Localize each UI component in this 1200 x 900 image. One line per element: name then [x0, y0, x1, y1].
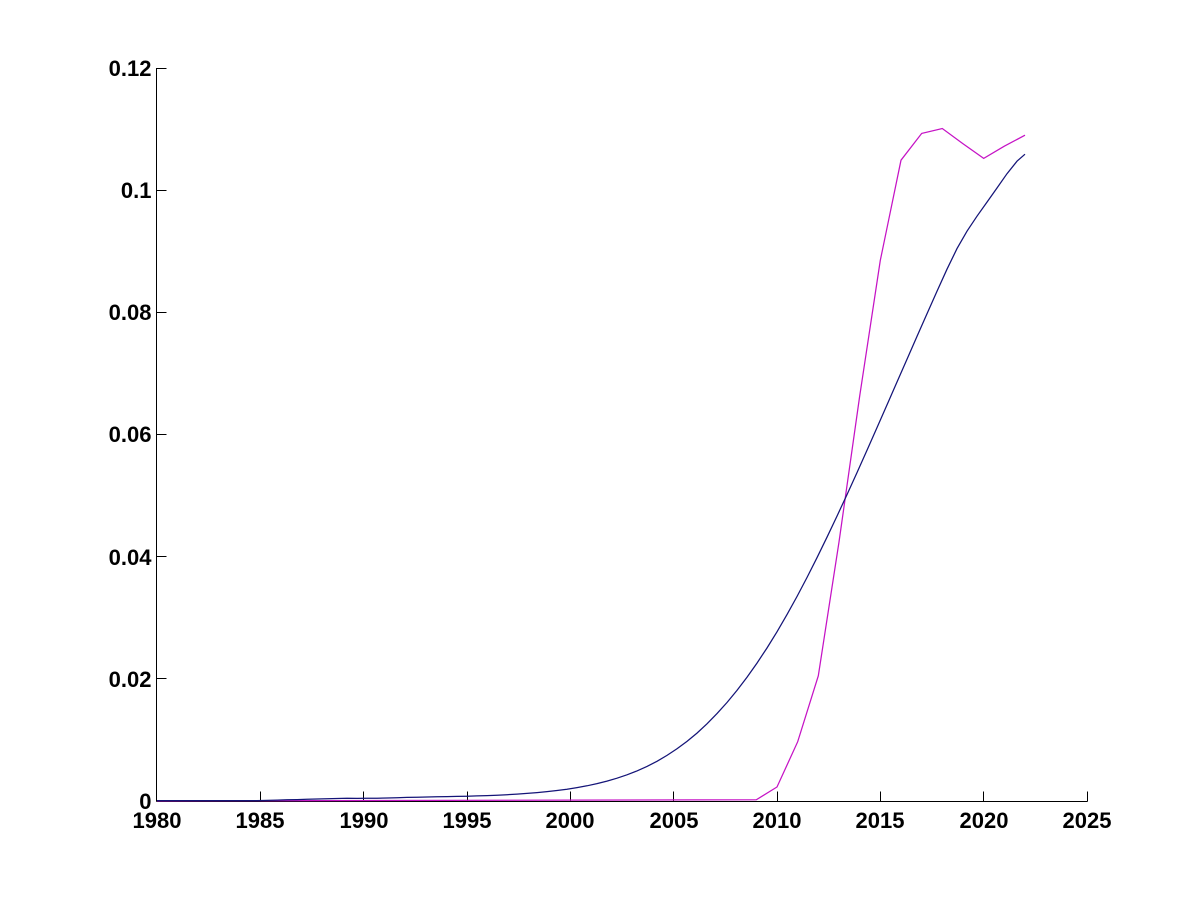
svg-text:1995: 1995 — [443, 808, 492, 833]
svg-text:1985: 1985 — [236, 808, 285, 833]
svg-text:2000: 2000 — [546, 808, 595, 833]
svg-text:2025: 2025 — [1063, 808, 1112, 833]
svg-text:0.12: 0.12 — [109, 56, 152, 81]
svg-text:1990: 1990 — [340, 808, 389, 833]
svg-text:0.08: 0.08 — [109, 300, 152, 325]
svg-text:2015: 2015 — [856, 808, 905, 833]
svg-text:0.06: 0.06 — [109, 422, 152, 447]
svg-text:0.02: 0.02 — [109, 667, 152, 692]
svg-text:2010: 2010 — [753, 808, 802, 833]
svg-text:0.04: 0.04 — [109, 545, 153, 570]
svg-text:1980: 1980 — [133, 808, 182, 833]
svg-text:2005: 2005 — [650, 808, 699, 833]
svg-text:0: 0 — [139, 789, 151, 814]
svg-text:0.1: 0.1 — [121, 178, 152, 203]
svg-text:2020: 2020 — [960, 808, 1009, 833]
